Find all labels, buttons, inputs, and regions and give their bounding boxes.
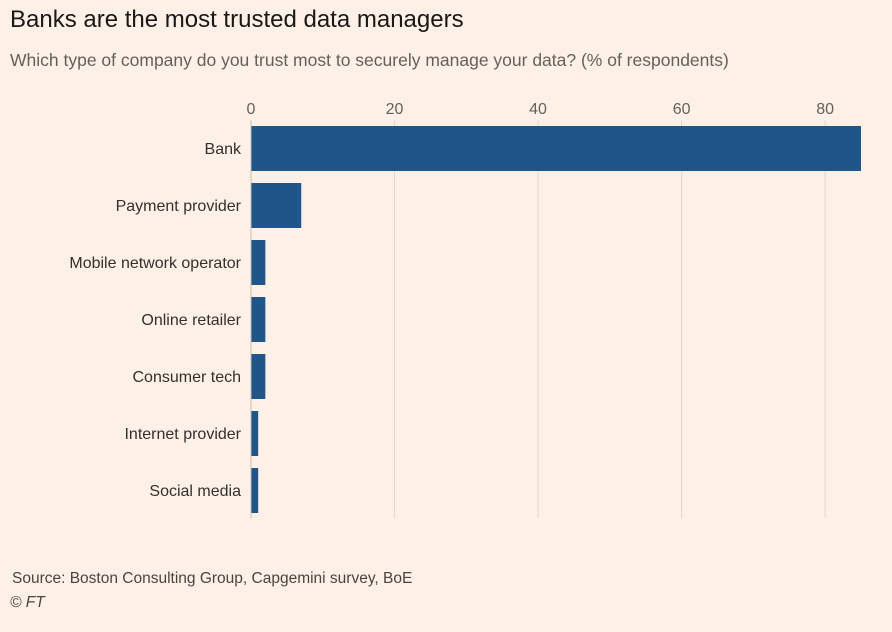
bar bbox=[251, 240, 266, 285]
bar bbox=[251, 183, 302, 228]
bar bbox=[251, 354, 266, 399]
x-tick-label: 60 bbox=[673, 101, 691, 118]
chart-title: Banks are the most trusted data managers bbox=[10, 6, 464, 33]
x-tick-label: 0 bbox=[247, 101, 256, 118]
source-note: Source: Boston Consulting Group, Capgemi… bbox=[12, 570, 413, 587]
category-label: Bank bbox=[205, 141, 242, 158]
x-tick-label: 20 bbox=[386, 101, 404, 118]
category-label: Mobile network operator bbox=[69, 255, 241, 272]
bar bbox=[251, 468, 259, 513]
x-tick-label: 80 bbox=[816, 101, 834, 118]
bar bbox=[251, 411, 259, 456]
copyright-note: © FT bbox=[10, 594, 45, 611]
x-tick-label: 40 bbox=[529, 101, 547, 118]
chart-subtitle: Which type of company do you trust most … bbox=[10, 50, 729, 70]
category-label: Online retailer bbox=[141, 312, 241, 329]
category-label: Payment provider bbox=[116, 198, 242, 215]
category-label: Social media bbox=[149, 483, 241, 500]
category-label: Consumer tech bbox=[133, 369, 242, 386]
category-label: Internet provider bbox=[124, 426, 241, 443]
bar bbox=[251, 297, 266, 342]
bar bbox=[251, 126, 861, 171]
